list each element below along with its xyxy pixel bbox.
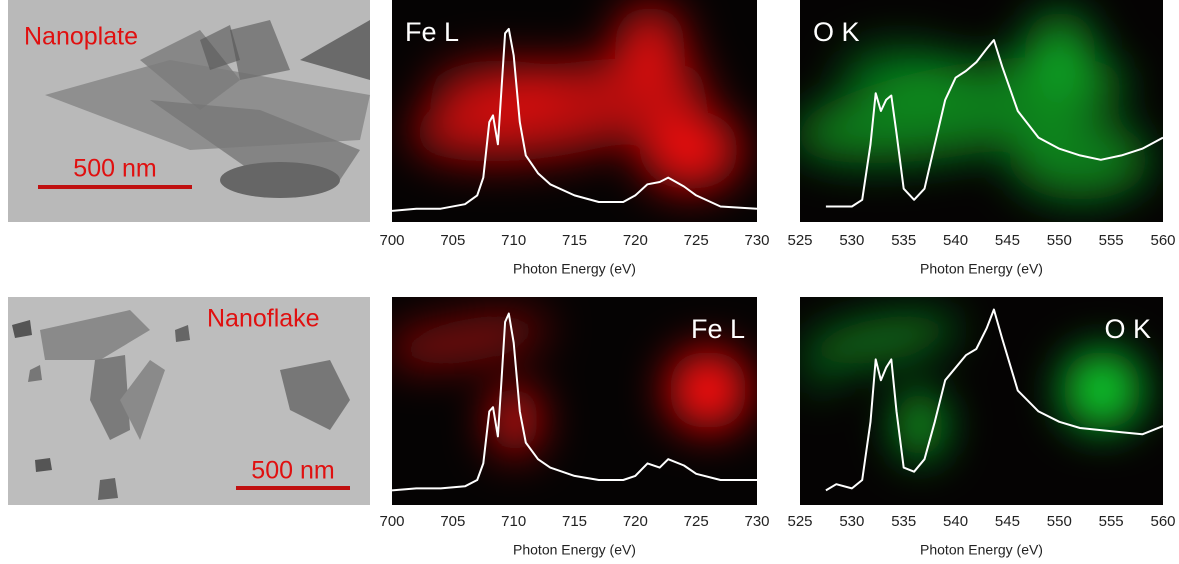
- x-tick-label: 550: [1047, 513, 1072, 530]
- map-blob: [395, 330, 425, 360]
- x-tick-label: 705: [440, 232, 465, 249]
- panel-title: O K: [813, 17, 860, 47]
- x-tick-label: 555: [1099, 513, 1124, 530]
- x-tick-label: 725: [684, 232, 709, 249]
- map-blob: [668, 350, 748, 430]
- scale-label: 500 nm: [251, 457, 334, 485]
- x-tick-label: 540: [943, 513, 968, 530]
- x-tick-label: 700: [379, 513, 404, 530]
- x-tick-label: 730: [744, 232, 769, 249]
- scale-label: 500 nm: [73, 155, 156, 183]
- x-axis-label: Photon Energy (eV): [920, 261, 1043, 277]
- map-blob: [808, 368, 832, 392]
- x-axis-label: Photon Energy (eV): [513, 261, 636, 277]
- x-tick-label: 530: [839, 513, 864, 530]
- x-axis-label: Photon Energy (eV): [920, 542, 1043, 558]
- x-tick-label: 525: [787, 232, 812, 249]
- x-tick-label: 730: [744, 513, 769, 530]
- x-tick-label: 530: [839, 232, 864, 249]
- x-tick-label: 700: [379, 232, 404, 249]
- map-blob: [1025, 10, 1095, 90]
- x-tick-label: 535: [891, 513, 916, 530]
- map-blob: [1010, 120, 1150, 200]
- panel-title: Fe L: [405, 17, 459, 47]
- map-blob: [895, 390, 945, 460]
- x-tick-label: 535: [891, 232, 916, 249]
- x-tick-label: 545: [995, 232, 1020, 249]
- map-blob: [1062, 350, 1142, 430]
- x-tick-label: 720: [623, 513, 648, 530]
- x-tick-label: 710: [501, 513, 526, 530]
- x-tick-label: 715: [562, 232, 587, 249]
- x-tick-label: 545: [995, 513, 1020, 530]
- x-tick-label: 560: [1150, 513, 1175, 530]
- panel-title: Fe L: [691, 314, 745, 344]
- x-axis-label: Photon Energy (eV): [513, 542, 636, 558]
- map-blob: [640, 110, 740, 190]
- image-label: Nanoplate: [24, 23, 138, 51]
- panel-title: O K: [1104, 314, 1151, 344]
- image-label: Nanoflake: [207, 305, 320, 333]
- x-tick-label: 710: [501, 232, 526, 249]
- x-tick-label: 555: [1099, 232, 1124, 249]
- x-tick-label: 725: [684, 513, 709, 530]
- x-tick-label: 540: [943, 232, 968, 249]
- map-blob: [615, 5, 685, 85]
- x-tick-label: 525: [787, 513, 812, 530]
- x-tick-label: 550: [1047, 232, 1072, 249]
- map-blob: [490, 385, 540, 455]
- x-tick-label: 560: [1150, 232, 1175, 249]
- x-tick-label: 705: [440, 513, 465, 530]
- page: {"images":[{"label":"Nanoplate","scale_b…: [0, 0, 1179, 564]
- map-blob: [840, 45, 960, 95]
- figure: Nanoplate 500 nm Nanoflake 500 nm Fe L 70…: [0, 0, 1179, 564]
- x-tick-label: 715: [562, 513, 587, 530]
- x-tick-label: 720: [623, 232, 648, 249]
